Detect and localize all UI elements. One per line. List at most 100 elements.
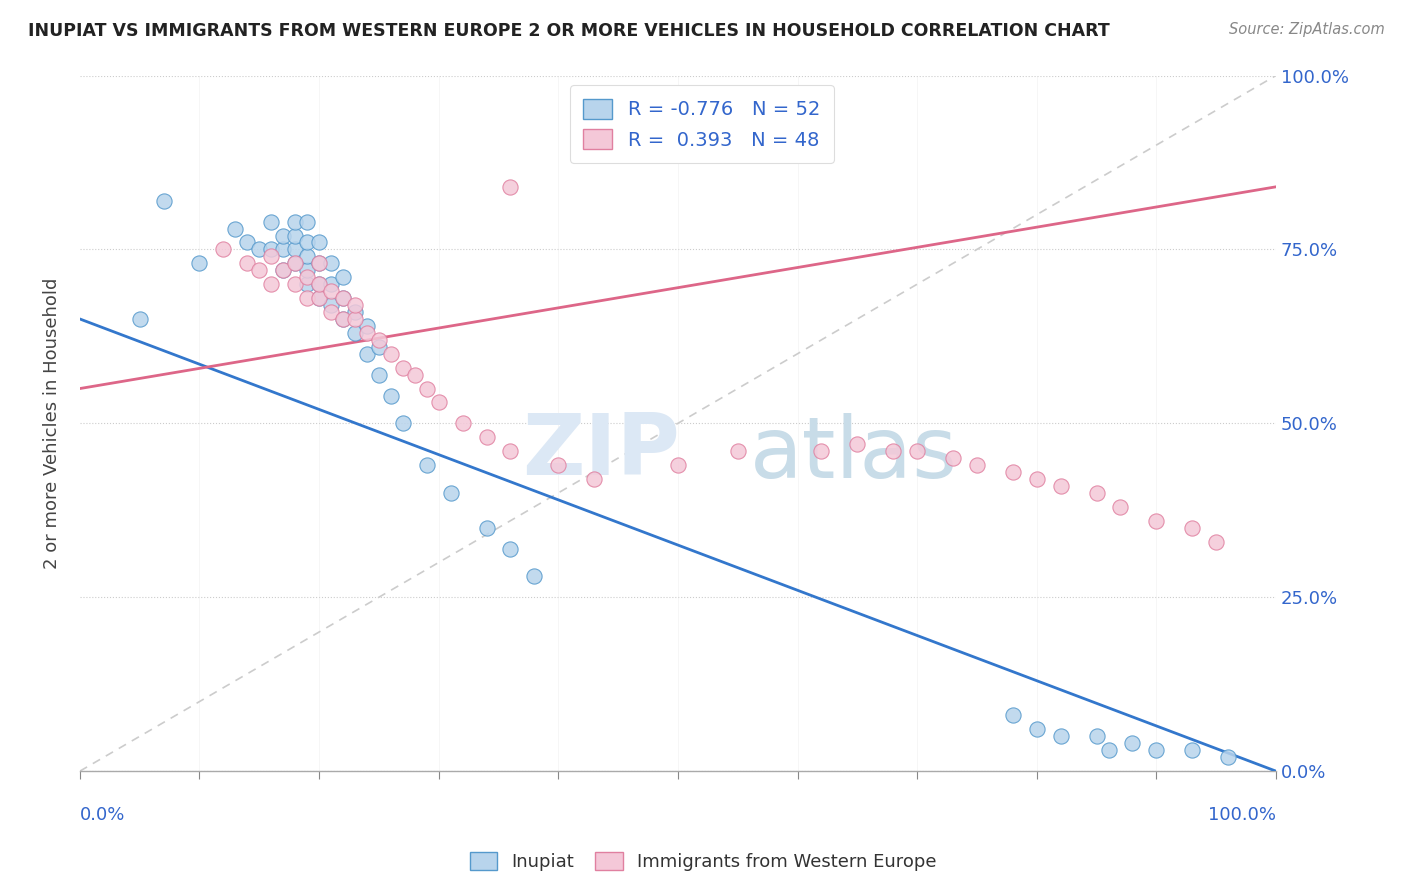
Point [343,326,366,340]
Point [523,569,546,583]
Point [1216,750,1239,764]
Text: atlas: atlas [749,413,957,496]
Point [391,360,413,375]
Point [152,194,174,208]
Point [404,368,426,382]
Point [284,214,307,228]
Point [1121,736,1143,750]
Point [810,444,832,458]
Point [1025,472,1047,486]
Point [271,263,294,277]
Point [332,270,354,285]
Point [284,228,307,243]
Point [260,243,283,257]
Point [427,395,450,409]
Point [284,256,307,270]
Point [343,312,366,326]
Point [308,291,330,305]
Point [332,291,354,305]
Point [727,444,749,458]
Point [332,312,354,326]
Point [356,347,378,361]
Point [284,256,307,270]
Text: 100.0%: 100.0% [1208,805,1277,824]
Point [1181,743,1204,757]
Text: Source: ZipAtlas.com: Source: ZipAtlas.com [1229,22,1385,37]
Point [319,305,342,319]
Point [295,270,318,285]
Point [332,291,354,305]
Point [295,249,318,263]
Point [583,472,606,486]
Point [295,235,318,250]
Point [319,284,342,298]
Point [284,277,307,292]
Point [356,318,378,333]
Point [499,444,522,458]
Point [416,458,439,472]
Point [308,277,330,292]
Point [846,437,869,451]
Point [942,451,965,466]
Point [308,291,330,305]
Point [260,277,283,292]
Point [224,221,246,235]
Point [905,444,928,458]
Point [295,291,318,305]
Point [451,417,474,431]
Point [1085,730,1108,744]
Point [260,249,283,263]
Point [284,243,307,257]
Point [308,235,330,250]
Point [295,277,318,292]
Point [1144,743,1167,757]
Point [212,243,235,257]
Point [440,486,463,500]
Legend: Inupiat, Immigrants from Western Europe: Inupiat, Immigrants from Western Europe [463,845,943,879]
Point [271,243,294,257]
Point [391,417,413,431]
Point [1001,708,1024,723]
Point [499,179,522,194]
Point [332,312,354,326]
Point [271,228,294,243]
Point [236,256,259,270]
Point [247,263,270,277]
Point [319,277,342,292]
Point [1025,723,1047,737]
Text: 0.0%: 0.0% [80,805,125,824]
Point [1049,479,1071,493]
Legend: R = -0.776   N = 52, R =  0.393   N = 48: R = -0.776 N = 52, R = 0.393 N = 48 [569,86,834,163]
Point [1181,521,1204,535]
Point [380,388,402,402]
Point [260,214,283,228]
Point [547,458,569,472]
Point [343,298,366,312]
Point [308,277,330,292]
Point [475,430,498,444]
Point [271,263,294,277]
Point [380,347,402,361]
Point [356,326,378,340]
Point [1085,486,1108,500]
Point [1001,465,1024,479]
Point [882,444,904,458]
Point [1144,514,1167,528]
Point [236,235,259,250]
Point [188,256,211,270]
Point [499,541,522,556]
Point [319,298,342,312]
Point [319,256,342,270]
Point [1049,730,1071,744]
Point [475,521,498,535]
Point [416,382,439,396]
Point [308,256,330,270]
Point [966,458,988,472]
Point [367,340,389,354]
Point [367,368,389,382]
Text: INUPIAT VS IMMIGRANTS FROM WESTERN EUROPE 2 OR MORE VEHICLES IN HOUSEHOLD CORREL: INUPIAT VS IMMIGRANTS FROM WESTERN EUROP… [28,22,1109,40]
Point [1109,500,1132,514]
Y-axis label: 2 or more Vehicles in Household: 2 or more Vehicles in Household [44,277,60,569]
Point [308,256,330,270]
Point [247,243,270,257]
